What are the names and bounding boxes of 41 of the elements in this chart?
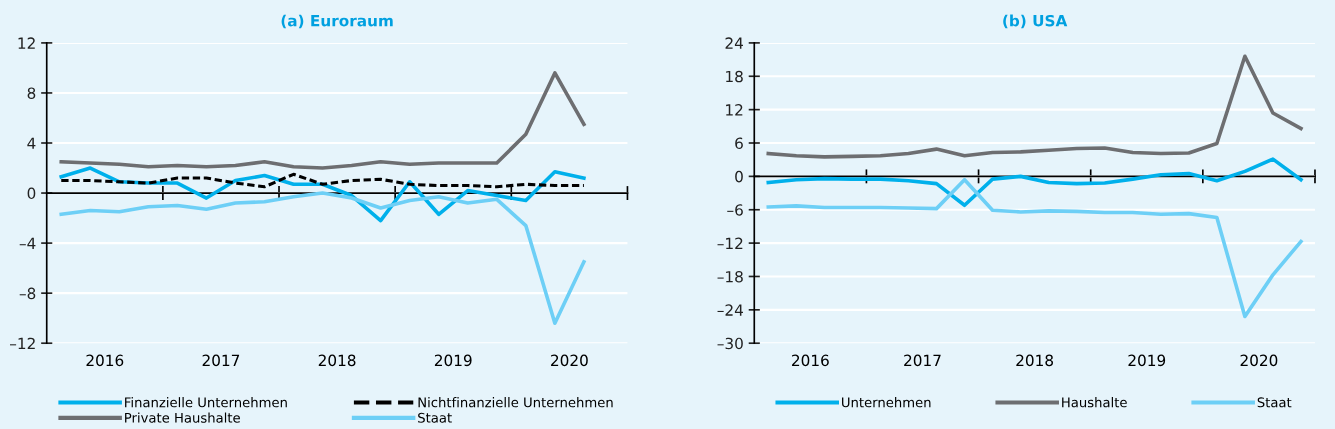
y-tick-label: –12 xyxy=(9,337,35,349)
x-tick-label: 2020 xyxy=(1240,354,1278,367)
chart-title: (a) Euroraum xyxy=(281,14,393,29)
legend-label: Nichtfinanzielle Unternehmen xyxy=(418,397,613,408)
y-tick-label: 12 xyxy=(726,104,743,116)
line-series xyxy=(766,177,1303,319)
legend-label: Haushalte xyxy=(1062,397,1127,408)
legend-label: Private Haushalte xyxy=(125,412,240,423)
y-tick-label: –18 xyxy=(717,270,743,283)
x-tick-label: 2017 xyxy=(904,354,941,367)
y-tick-label: 12 xyxy=(18,37,35,49)
x-tick-label: 2016 xyxy=(86,354,124,367)
y-tick-label: 4 xyxy=(27,137,36,149)
x-tick-label: 2019 xyxy=(434,354,472,367)
x-tick-label: 2018 xyxy=(1016,354,1054,367)
x-tick-label: 2018 xyxy=(318,354,356,367)
y-tick-label: 0 xyxy=(735,170,743,183)
y-tick-label: –6 xyxy=(727,204,743,216)
legend-label: Staat xyxy=(1257,397,1292,408)
y-tick-label: –30 xyxy=(717,337,743,350)
x-tick-label: 2020 xyxy=(551,354,588,367)
y-tick-label: –4 xyxy=(19,237,36,249)
y-tick-label: 0 xyxy=(27,187,36,200)
chart-title: (b) USA xyxy=(1003,14,1068,29)
legend-label: Staat xyxy=(418,412,452,423)
y-tick-label: 8 xyxy=(27,87,36,99)
x-tick-label: 2019 xyxy=(1128,354,1166,367)
y-tick-label: 24 xyxy=(725,37,743,49)
line-series xyxy=(766,54,1303,159)
x-tick-label: 2016 xyxy=(792,354,829,367)
legend-label: Finanzielle Unternehmen xyxy=(125,397,287,408)
line-series xyxy=(59,191,586,325)
line-series xyxy=(766,157,1303,208)
y-tick-label: –8 xyxy=(19,287,36,300)
legend-label: Unternehmen xyxy=(842,397,931,408)
y-tick-label: –24 xyxy=(717,304,743,316)
y-tick-label: 6 xyxy=(735,137,743,150)
y-tick-label: 18 xyxy=(726,70,743,83)
line-series xyxy=(59,71,586,170)
y-tick-label: –12 xyxy=(717,237,743,249)
x-tick-label: 2017 xyxy=(202,354,240,367)
